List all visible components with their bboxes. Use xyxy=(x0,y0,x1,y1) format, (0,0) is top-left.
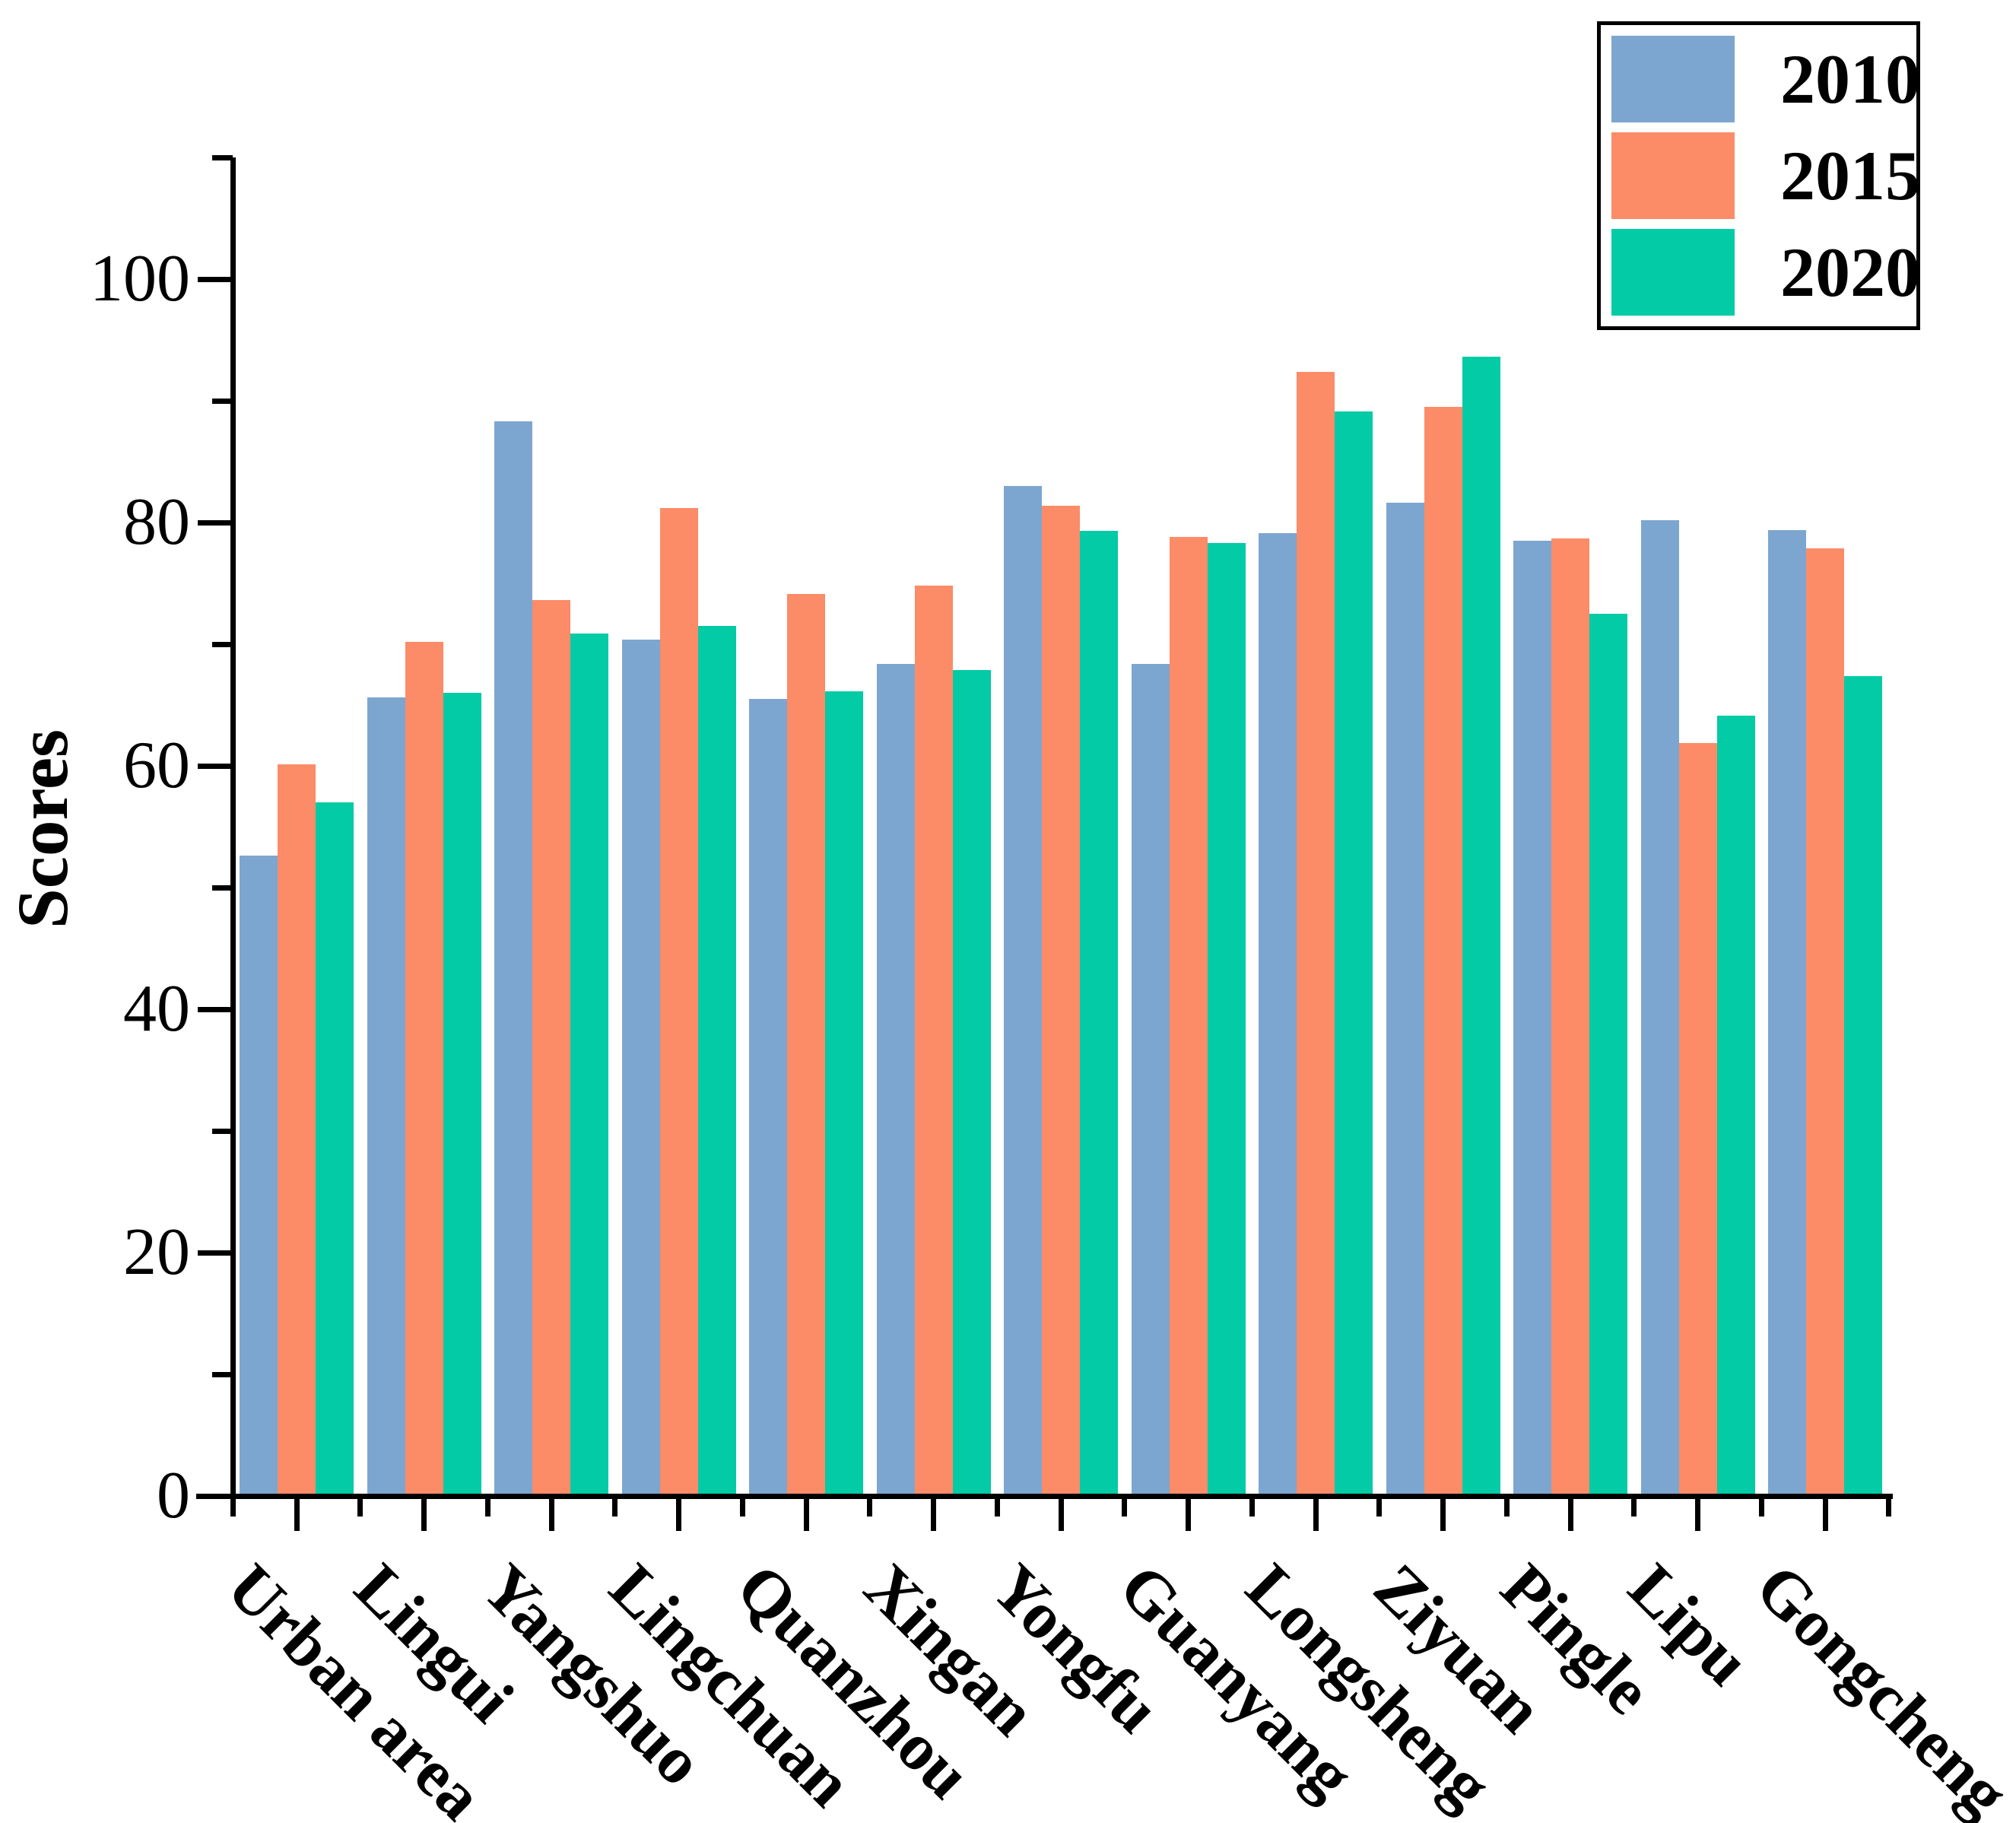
bar-2010-quanzhou xyxy=(749,699,787,1496)
y-major-tick xyxy=(198,763,233,769)
bar-2020-guanyang xyxy=(1207,543,1246,1496)
y-major-tick xyxy=(198,519,233,526)
x-minor-tick xyxy=(1503,1496,1510,1517)
x-minor-tick xyxy=(484,1496,491,1517)
bar-2015-yangshuo xyxy=(532,600,570,1496)
bar-2020-yangshuo xyxy=(570,633,608,1496)
bar-2010-lingchuan xyxy=(621,639,660,1496)
y-minor-tick xyxy=(212,1128,233,1134)
y-minor-tick xyxy=(212,398,233,404)
bar-2015-lipu xyxy=(1678,742,1717,1496)
y-minor-tick xyxy=(212,885,233,891)
x-minor-tick xyxy=(1376,1496,1383,1517)
bar-2015-lingchuan xyxy=(659,507,698,1496)
x-major-tick xyxy=(803,1496,809,1531)
y-tick-label: 60 xyxy=(123,729,190,802)
bar-2020-lingui xyxy=(443,693,481,1496)
y-major-tick xyxy=(198,1250,233,1256)
y-minor-tick xyxy=(212,641,233,647)
bar-2010-lingui xyxy=(367,697,405,1496)
bar-2020-xingan xyxy=(952,669,991,1496)
bar-2010-ziyuan xyxy=(1386,503,1424,1496)
bar-2020-pingle xyxy=(1589,614,1627,1496)
bar-2015-ziyuan xyxy=(1424,407,1462,1496)
legend-row-2010: 2010 xyxy=(1611,36,1920,122)
legend: 2010 2015 2020 xyxy=(1597,21,1920,330)
y-minor-tick xyxy=(212,154,233,160)
bar-2010-xingan xyxy=(876,663,915,1496)
y-tick-label: 100 xyxy=(90,242,190,316)
bar-2020-yongfu xyxy=(1080,531,1118,1496)
x-major-tick xyxy=(1695,1496,1700,1531)
y-axis-line xyxy=(230,157,236,1499)
x-minor-tick xyxy=(230,1496,236,1517)
x-major-tick xyxy=(1313,1496,1319,1531)
bar-2015-xingan xyxy=(914,586,953,1496)
y-tick-label: 40 xyxy=(123,972,190,1046)
bar-2015-lingui xyxy=(405,641,443,1496)
bar-2020-quanzhou xyxy=(825,691,863,1496)
x-major-tick xyxy=(1440,1496,1446,1531)
x-minor-tick xyxy=(1886,1496,1892,1517)
bar-2020-longsheng xyxy=(1335,411,1373,1496)
x-minor-tick xyxy=(357,1496,364,1517)
x-minor-tick xyxy=(1122,1496,1128,1517)
bar-2015-yongfu xyxy=(1042,505,1080,1496)
bar-2015-quanzhou xyxy=(787,594,825,1496)
y-tick-label: 80 xyxy=(123,485,190,559)
bar-2010-lipu xyxy=(1640,519,1679,1496)
bar-2010-yangshuo xyxy=(494,421,532,1496)
legend-row-2015: 2015 xyxy=(1611,132,1920,219)
x-major-tick xyxy=(294,1496,300,1531)
x-minor-tick xyxy=(1758,1496,1764,1517)
x-minor-tick xyxy=(1631,1496,1637,1517)
y-major-tick xyxy=(198,1006,233,1012)
x-major-tick xyxy=(1186,1496,1191,1531)
bar-2015-pingle xyxy=(1551,538,1589,1496)
legend-label-2015: 2015 xyxy=(1780,137,1920,214)
y-tick-label: 20 xyxy=(123,1215,190,1289)
x-minor-tick xyxy=(612,1496,618,1517)
y-tick-label: 0 xyxy=(157,1459,190,1532)
x-axis-line xyxy=(196,1494,1893,1499)
bar-2015-guanyang xyxy=(1169,537,1208,1496)
bar-2020-lipu xyxy=(1716,716,1755,1496)
bar-2010-longsheng xyxy=(1259,533,1297,1496)
bar-2015-gongcheng xyxy=(1806,548,1844,1496)
bar-2010-pingle xyxy=(1513,541,1551,1496)
bar-2010-yongfu xyxy=(1004,486,1042,1496)
x-minor-tick xyxy=(739,1496,745,1517)
legend-swatch-2010 xyxy=(1611,36,1735,122)
x-major-tick xyxy=(676,1496,681,1531)
x-major-tick xyxy=(421,1496,427,1531)
bar-2020-gongcheng xyxy=(1844,675,1882,1496)
bar-2010-guanyang xyxy=(1131,663,1170,1496)
bar-2010-gongcheng xyxy=(1768,529,1806,1496)
bar-2020-ziyuan xyxy=(1462,357,1500,1496)
legend-swatch-2015 xyxy=(1611,132,1735,219)
x-minor-tick xyxy=(994,1496,1000,1517)
legend-row-2020: 2020 xyxy=(1611,229,1920,316)
x-minor-tick xyxy=(1249,1496,1255,1517)
x-label-gongcheng: Gongcheng xyxy=(1741,1550,2016,1823)
bar-2020-urban-area xyxy=(316,802,354,1496)
legend-swatch-2020 xyxy=(1611,229,1735,316)
bar-2015-longsheng xyxy=(1297,371,1335,1496)
x-major-tick xyxy=(548,1496,554,1531)
bar-2015-urban-area xyxy=(278,764,316,1496)
legend-label-2020: 2020 xyxy=(1780,233,1920,311)
bar-2010-urban-area xyxy=(240,856,278,1496)
x-major-tick xyxy=(1567,1496,1573,1531)
x-minor-tick xyxy=(867,1496,873,1517)
y-major-tick xyxy=(198,276,233,282)
y-minor-tick xyxy=(212,1371,233,1377)
x-major-tick xyxy=(1058,1496,1064,1531)
legend-label-2010: 2010 xyxy=(1780,40,1920,118)
x-major-tick xyxy=(1822,1496,1828,1531)
bar-2020-lingchuan xyxy=(697,626,736,1496)
x-major-tick xyxy=(931,1496,936,1531)
